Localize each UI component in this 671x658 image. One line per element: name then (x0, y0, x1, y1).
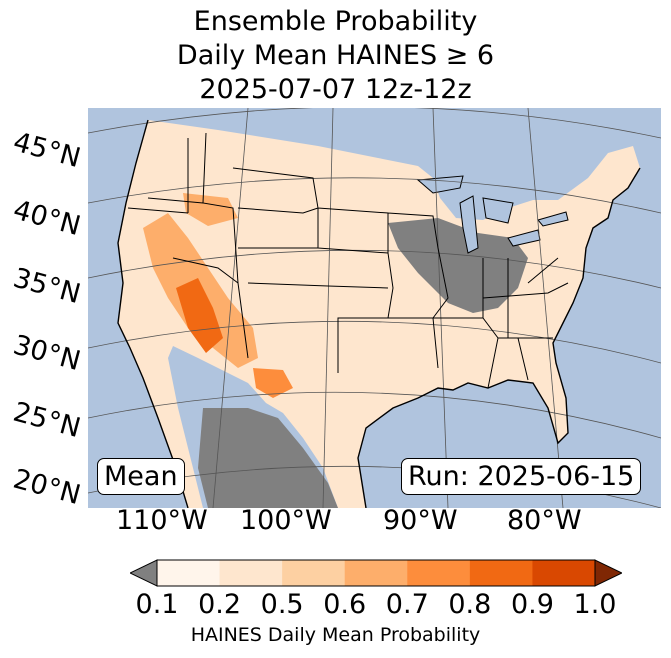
colorbar (130, 559, 622, 587)
colorbar-bin (219, 560, 283, 586)
colorbar-bin (469, 560, 533, 586)
lon-label-100: 100°W (240, 505, 332, 536)
lat-label-20: 20°N (9, 463, 84, 512)
lon-label-90: 90°W (383, 505, 458, 536)
colorbar-tick-label: 0.8 (448, 589, 492, 620)
colorbar-tick-label: 0.2 (198, 589, 242, 620)
arizona-core (176, 278, 223, 353)
colorbar-tick-label: 1.0 (573, 589, 617, 620)
colorbar-tick-label: 0.9 (510, 589, 554, 620)
colorbar-under-arrow (130, 559, 158, 587)
lat-label-45: 45°N (9, 126, 84, 175)
lat-label-25: 25°N (9, 396, 84, 445)
northwest-patch (183, 193, 238, 226)
colorbar-tick-label: 0.7 (385, 589, 429, 620)
title-line-2: Daily Mean HAINES ≥ 6 (176, 40, 495, 71)
lon-label-80: 80°W (507, 505, 582, 536)
coastline (117, 119, 641, 508)
colorbar-bin (532, 560, 596, 586)
colorbar-bin (282, 560, 346, 586)
colorbar-over-arrow (594, 559, 622, 587)
lat-label-35: 35°N (9, 262, 84, 311)
title-line-1: Ensemble Probability (193, 6, 478, 37)
midwest-missing (388, 218, 528, 313)
colorbar-bin (344, 560, 408, 586)
lat-label-30: 30°N (9, 329, 84, 378)
colorbar-tick-label: 0.6 (323, 589, 367, 620)
colorbar-outline (156, 559, 596, 587)
colorbar-bin (157, 560, 221, 586)
colorbar-label: HAINES Daily Mean Probability (190, 624, 481, 646)
stat-label: Mean (97, 458, 185, 495)
title-line-3: 2025-07-07 12z-12z (199, 74, 472, 105)
run-label: Run: 2025-06-15 (401, 458, 642, 495)
texas-hot (253, 368, 293, 398)
lat-label-40: 40°N (9, 194, 84, 243)
mexico-missing (198, 408, 338, 508)
colorbar-tick-label: 0.5 (260, 589, 304, 620)
graticule (88, 108, 661, 508)
probability-map (88, 108, 661, 508)
state-borders (127, 132, 569, 389)
colorbar-tick-label: 0.1 (135, 589, 179, 620)
lon-label-110: 110°W (116, 505, 208, 536)
colorbar-bin (407, 560, 471, 586)
great-lakes (416, 175, 569, 254)
